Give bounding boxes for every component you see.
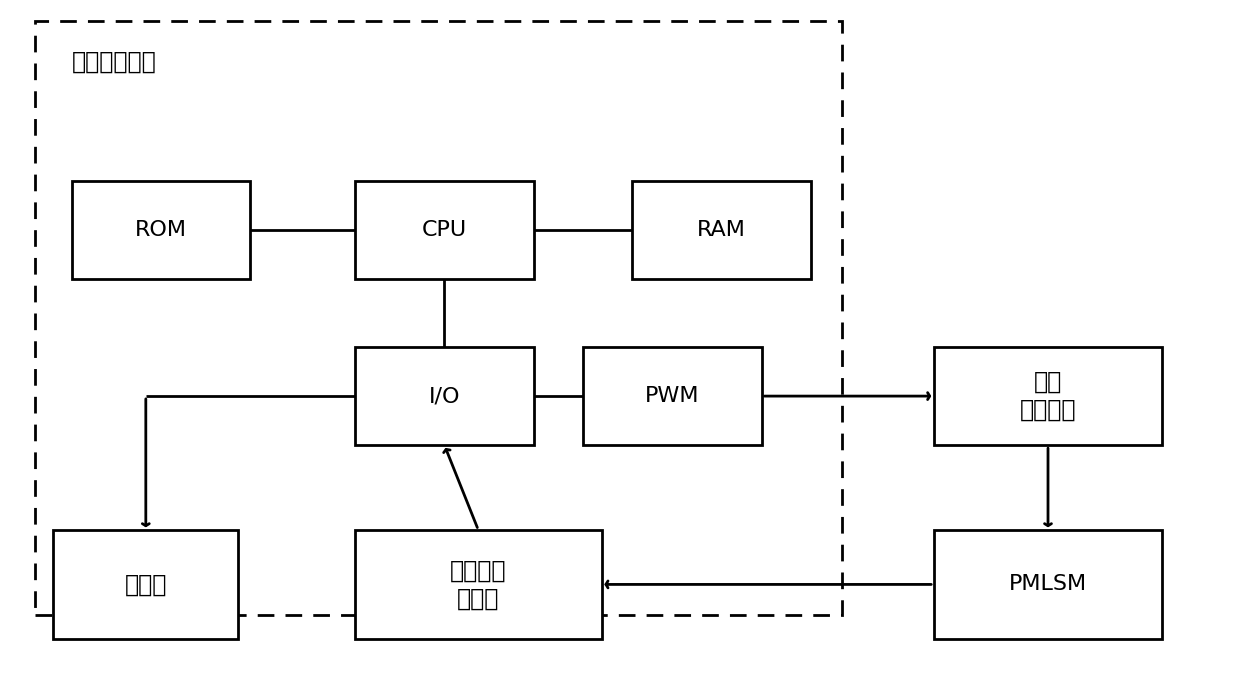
Bar	[355, 181, 533, 279]
Text: 显示器: 显示器	[125, 572, 167, 596]
Bar	[53, 530, 238, 639]
Bar	[583, 347, 761, 445]
Text: ROM: ROM	[135, 220, 187, 240]
Text: I/O: I/O	[429, 386, 460, 406]
Bar	[934, 347, 1162, 445]
Text: 功率
驱动模块: 功率 驱动模块	[1019, 370, 1076, 422]
Bar	[355, 347, 533, 445]
Text: CPU: CPU	[422, 220, 467, 240]
Text: RAM: RAM	[697, 220, 746, 240]
Bar	[35, 21, 842, 615]
Bar	[632, 181, 811, 279]
Bar	[355, 530, 601, 639]
Text: PMLSM: PMLSM	[1009, 574, 1087, 594]
Text: 动子位移
传感器: 动子位移 传感器	[450, 559, 507, 610]
Text: 嵌入式控制器: 嵌入式控制器	[72, 50, 156, 74]
Bar	[72, 181, 250, 279]
Bar	[934, 530, 1162, 639]
Text: PWM: PWM	[645, 386, 699, 406]
